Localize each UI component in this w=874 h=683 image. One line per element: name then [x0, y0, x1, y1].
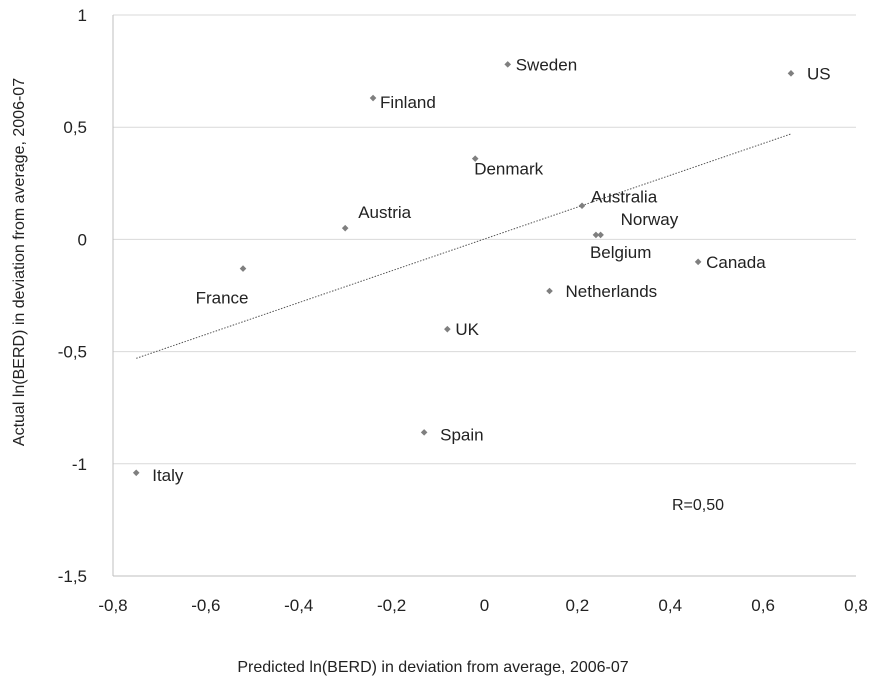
point-france: [239, 265, 247, 272]
point-label-italy: Italy: [152, 466, 184, 485]
correlation-annotation: R=0,50: [672, 497, 724, 514]
point-label-norway: Norway: [621, 210, 679, 229]
x-tick-label: -0,4: [284, 596, 313, 615]
x-axis-title: Predicted ln(BERD) in deviation from ave…: [237, 659, 628, 676]
x-tick-label: -0,6: [191, 596, 220, 615]
y-tick-label: -1: [72, 455, 87, 474]
x-tick-label: -0,2: [377, 596, 406, 615]
point-us: [787, 70, 795, 77]
point-label-austria: Austria: [358, 203, 411, 222]
point-label-denmark: Denmark: [474, 160, 543, 179]
point-labels: Sweden US Finland Denmark Australia Norway Bel…: [152, 55, 830, 484]
x-tick-label: 0,2: [566, 596, 590, 615]
point-label-australia: Australia: [591, 188, 658, 207]
x-tick-label: 0,6: [751, 596, 775, 615]
y-tick-labels: -1,5 -1 -0,5 0 0,5 1: [58, 6, 87, 586]
point-italy: [132, 469, 140, 477]
point-belgium: [592, 231, 600, 239]
point-label-belgium: Belgium: [590, 243, 651, 262]
point-norway: [597, 231, 604, 239]
x-tick-label: 0: [480, 596, 489, 615]
x-tick-labels: -0,8 -0,6 -0,4 -0,2 0 0,2 0,4 0,6 0,8: [98, 596, 867, 615]
y-tick-label: 0,5: [63, 118, 87, 137]
point-finland: [369, 94, 377, 102]
y-tick-label: -0,5: [58, 343, 87, 362]
point-netherlands: [546, 287, 553, 295]
point-label-us: US: [807, 64, 831, 83]
point-sweden: [504, 61, 512, 68]
point-uk: [444, 325, 451, 333]
point-australia: [578, 202, 586, 210]
y-tick-label: -1,5: [58, 567, 87, 586]
x-tick-label: 0,8: [844, 596, 868, 615]
y-tick-label: 0: [78, 230, 87, 249]
y-axis-title: Actual ln(BERD) in deviation from averag…: [11, 78, 28, 446]
point-label-uk: UK: [455, 320, 479, 339]
point-label-netherlands: Netherlands: [566, 282, 658, 301]
point-label-france: France: [196, 289, 249, 308]
point-label-sweden: Sweden: [516, 55, 577, 74]
axes: [112, 15, 856, 577]
point-label-canada: Canada: [706, 253, 766, 272]
y-tick-label: 1: [78, 6, 87, 25]
x-tick-label: -0,8: [98, 596, 127, 615]
point-canada: [694, 258, 702, 266]
point-austria: [341, 224, 349, 232]
data-points: [132, 61, 795, 477]
grid-lines: [113, 14, 856, 465]
point-label-spain: Spain: [440, 425, 483, 444]
trendline: [136, 133, 792, 359]
point-label-finland: Finland: [380, 93, 436, 112]
point-denmark: [471, 155, 479, 162]
trendline-group: [136, 133, 792, 359]
point-spain: [420, 429, 428, 436]
x-tick-label: 0,4: [658, 596, 682, 615]
